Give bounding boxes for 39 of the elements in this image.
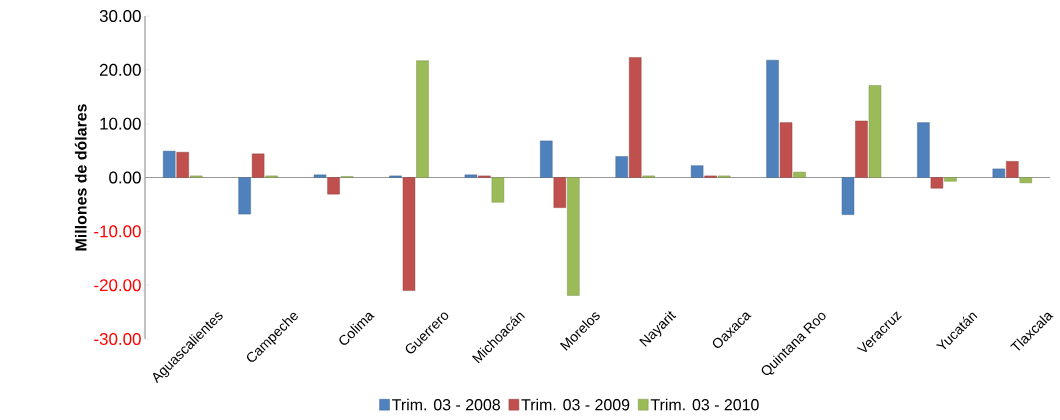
- bar: [567, 177, 580, 296]
- y-tick-label: 30.00: [99, 10, 141, 22]
- bar: [917, 122, 930, 178]
- bar: [402, 177, 416, 291]
- bar: [615, 156, 628, 178]
- bar: [313, 174, 327, 178]
- bar: [238, 177, 251, 215]
- bar: [766, 59, 779, 178]
- bar: [1006, 161, 1019, 178]
- bar: [251, 153, 265, 178]
- bar: [992, 168, 1006, 178]
- bar: [163, 150, 176, 178]
- y-tick-label: -20.00: [94, 279, 141, 292]
- y-axis-title: Millones de dólares: [74, 104, 87, 251]
- bar: [553, 177, 566, 208]
- y-tick-label: 20.00: [99, 63, 141, 76]
- bar: [930, 177, 944, 189]
- legend-label: Trim. 03 - 2010: [650, 398, 759, 411]
- bar: [540, 140, 553, 178]
- legend-label: Trim. 03 - 2009: [521, 398, 630, 411]
- y-tick-label: -10.00: [94, 225, 141, 238]
- bar: [779, 122, 793, 178]
- bar: [855, 120, 868, 178]
- bar: [176, 152, 189, 178]
- bar: [327, 177, 340, 195]
- bar: [1019, 177, 1033, 184]
- bar: [416, 60, 429, 178]
- legend-label: Trim. 03 - 2008: [392, 398, 500, 411]
- y-tick-label: 10.00: [100, 117, 141, 130]
- bar: [868, 85, 882, 178]
- bar: [491, 177, 505, 203]
- y-tick-label: -30.00: [94, 333, 141, 345]
- bar: [464, 174, 478, 178]
- bar: [690, 165, 704, 178]
- bar: [944, 177, 957, 182]
- bar: [629, 57, 642, 178]
- bar: [841, 177, 855, 215]
- bar: [793, 171, 806, 178]
- y-tick-label: 0.00: [109, 171, 141, 184]
